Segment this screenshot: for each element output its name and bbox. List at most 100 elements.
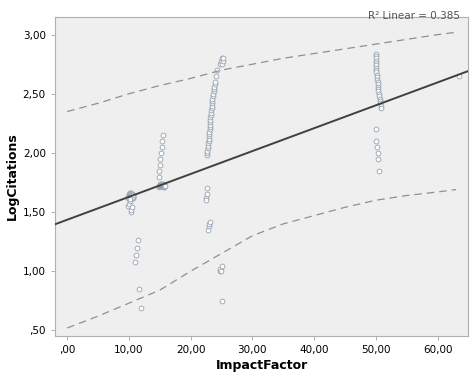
Point <box>217 61 224 67</box>
Point <box>160 184 168 190</box>
Point <box>203 150 211 156</box>
Point <box>156 162 164 168</box>
Point <box>203 185 211 191</box>
Point <box>203 191 210 197</box>
Point <box>204 141 212 147</box>
Y-axis label: LogCitations: LogCitations <box>6 133 18 220</box>
Point <box>217 266 224 272</box>
Point <box>137 305 145 311</box>
Point <box>202 195 210 201</box>
Point <box>128 207 135 213</box>
Point <box>372 57 380 64</box>
Point <box>131 259 138 265</box>
Point <box>157 183 165 189</box>
Point <box>128 192 136 198</box>
Point <box>158 181 166 187</box>
Point <box>133 245 141 251</box>
Point <box>217 57 225 64</box>
Point <box>211 81 219 87</box>
Point <box>208 105 216 111</box>
Point <box>124 195 131 201</box>
Point <box>218 55 225 61</box>
Point <box>204 143 212 149</box>
Point <box>206 124 214 130</box>
Point <box>158 138 166 144</box>
Point <box>376 100 384 106</box>
Point <box>158 144 165 150</box>
X-axis label: ImpactFactor: ImpactFactor <box>216 359 308 372</box>
Point <box>210 86 217 92</box>
Point <box>374 81 382 87</box>
Point <box>374 84 382 90</box>
Point <box>216 268 223 274</box>
Point <box>373 138 380 144</box>
Point <box>136 286 143 292</box>
Point <box>126 194 133 200</box>
Point <box>202 197 210 203</box>
Point <box>155 174 163 180</box>
Point <box>157 181 165 187</box>
Point <box>158 183 165 189</box>
Point <box>219 61 226 67</box>
Point <box>126 190 133 196</box>
Point <box>129 195 137 201</box>
Point <box>159 181 167 187</box>
Point <box>378 105 385 111</box>
Point <box>128 194 136 200</box>
Point <box>206 121 214 127</box>
Point <box>374 79 382 85</box>
Point <box>127 191 134 197</box>
Point <box>205 129 213 135</box>
Point <box>206 126 214 132</box>
Point <box>205 131 213 137</box>
Point <box>219 55 227 61</box>
Point <box>203 152 210 158</box>
Point <box>155 167 163 174</box>
Point <box>125 194 132 200</box>
Point <box>128 191 136 197</box>
Point <box>205 133 213 139</box>
Point <box>205 136 212 142</box>
Point <box>373 62 380 68</box>
Point <box>374 77 381 83</box>
Point <box>203 147 211 153</box>
Point <box>206 218 214 225</box>
Point <box>207 119 214 125</box>
Point <box>375 93 383 99</box>
Point <box>213 67 220 73</box>
Point <box>132 252 139 258</box>
Point <box>129 192 137 198</box>
Point <box>209 96 216 102</box>
Point <box>374 72 381 78</box>
Point <box>373 65 380 71</box>
Point <box>205 223 212 229</box>
Point <box>208 102 216 108</box>
Point <box>207 112 215 118</box>
Point <box>374 150 382 156</box>
Point <box>160 182 167 188</box>
Point <box>125 201 133 207</box>
Point <box>127 190 134 196</box>
Point <box>125 191 133 197</box>
Point <box>125 192 133 198</box>
Point <box>372 60 380 66</box>
Point <box>160 184 167 190</box>
Point <box>374 86 382 92</box>
Point <box>207 115 214 121</box>
Point <box>155 184 163 190</box>
Point <box>209 91 217 97</box>
Point <box>217 268 225 274</box>
Point <box>205 138 212 144</box>
Point <box>209 93 217 99</box>
Point <box>219 57 227 64</box>
Point <box>127 196 134 202</box>
Point <box>376 98 383 104</box>
Point <box>126 198 133 204</box>
Point <box>372 53 380 59</box>
Point <box>456 73 463 79</box>
Point <box>156 156 164 162</box>
Point <box>158 182 165 188</box>
Point <box>159 182 167 188</box>
Point <box>125 203 132 209</box>
Point <box>158 182 166 188</box>
